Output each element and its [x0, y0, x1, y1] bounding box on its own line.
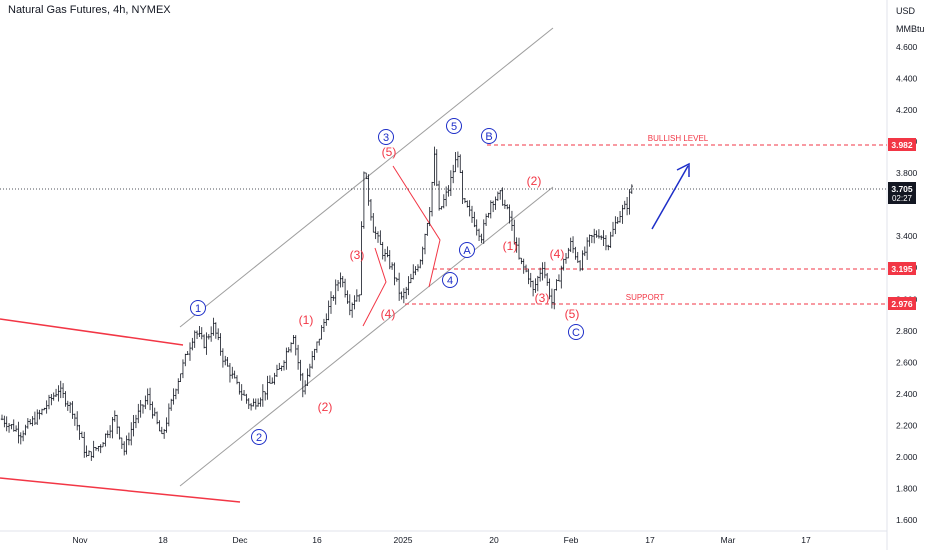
subwave-label-5: (5) [382, 145, 397, 159]
chart-title: Natural Gas Futures, 4h, NYMEX [8, 4, 171, 16]
svg-text:3.195: 3.195 [891, 264, 913, 274]
wave-label-B: B [481, 128, 497, 144]
channel-lower-line [179, 186, 554, 487]
x-tick-label: Feb [564, 535, 579, 545]
svg-text:C: C [572, 327, 580, 339]
y-tick-label: 2.200 [896, 420, 918, 430]
svg-text:1: 1 [195, 303, 201, 315]
wave-label-1: 1 [190, 300, 206, 316]
unit-label: MMBtu [896, 24, 925, 34]
price-tag-current: 3.705 02:27 [888, 182, 916, 204]
y-tick-label: 2.000 [896, 452, 918, 462]
candles-group [0, 146, 633, 461]
y-tick-label: 4.200 [896, 105, 918, 115]
svg-text:B: B [485, 131, 492, 143]
x-tick-label: 17 [801, 535, 811, 545]
time-axis: Nov 18 Dec 16 2025 20 Feb 17 Mar 17 [72, 535, 811, 545]
x-tick-label: 16 [312, 535, 322, 545]
svg-text:2.976: 2.976 [891, 299, 913, 309]
bullish-level-label: BULLISH LEVEL [648, 134, 709, 143]
y-tick-label: 3.800 [896, 168, 918, 178]
svg-text:2: 2 [256, 432, 262, 444]
y-tick-label: 3.400 [896, 231, 918, 241]
y-tick-label: 1.800 [896, 483, 918, 493]
wave-label-4: 4 [442, 272, 458, 288]
x-tick-label: 17 [645, 535, 655, 545]
wave-label-A: A [459, 242, 475, 258]
svg-text:3.982: 3.982 [891, 140, 913, 150]
subwave-label-c3: (3) [535, 291, 550, 305]
price-axis: 4.6004.4004.2004.0003.8003.4003.2003.000… [896, 42, 918, 525]
currency-label: USD [896, 6, 916, 16]
correction-line [392, 165, 441, 288]
x-tick-label: Mar [721, 535, 736, 545]
svg-text:02:27: 02:27 [892, 194, 913, 203]
subwave-label-1: (1) [299, 313, 314, 327]
support-label: SUPPORT [626, 293, 665, 302]
x-tick-label: 2025 [394, 535, 413, 545]
y-tick-label: 4.400 [896, 74, 918, 84]
subwave-label-3: (3) [350, 248, 365, 262]
subwave-label-c4: (4) [550, 247, 565, 261]
x-tick-label: 20 [489, 535, 499, 545]
wave-label-2: 2 [251, 429, 267, 445]
falling-channel-lower [0, 477, 241, 503]
falling-channel-upper [0, 318, 184, 346]
svg-text:3.705: 3.705 [891, 184, 913, 194]
svg-text:5: 5 [451, 121, 457, 133]
price-tag-2976: 2.976 [888, 297, 916, 310]
svg-text:3: 3 [383, 132, 389, 144]
x-tick-label: Dec [232, 535, 248, 545]
y-tick-label: 1.600 [896, 515, 918, 525]
subwave-label-c1: (1) [503, 239, 518, 253]
wave-4-triangle [362, 247, 387, 327]
y-tick-label: 4.600 [896, 42, 918, 52]
subwave-label-4: (4) [381, 307, 396, 321]
subwave-label-2: (2) [318, 400, 333, 414]
y-tick-label: 2.600 [896, 357, 918, 367]
wave-label-3: 3 [378, 129, 394, 145]
svg-text:4: 4 [447, 275, 453, 287]
subwave-label-c5: (5) [565, 307, 580, 321]
projection-arrow-line [651, 165, 689, 230]
projection-arrow-head [676, 162, 690, 177]
wave-label-C: C [568, 324, 584, 340]
price-tag-3195: 3.195 [888, 262, 916, 275]
svg-text:A: A [463, 245, 471, 257]
price-tag-3982: 3.982 [888, 138, 916, 151]
wave-label-5: 5 [446, 118, 462, 134]
subwave-label-c2: (2) [527, 174, 542, 188]
x-tick-label: 18 [158, 535, 168, 545]
y-tick-label: 2.400 [896, 389, 918, 399]
y-tick-label: 2.800 [896, 326, 918, 336]
x-tick-label: Nov [72, 535, 88, 545]
